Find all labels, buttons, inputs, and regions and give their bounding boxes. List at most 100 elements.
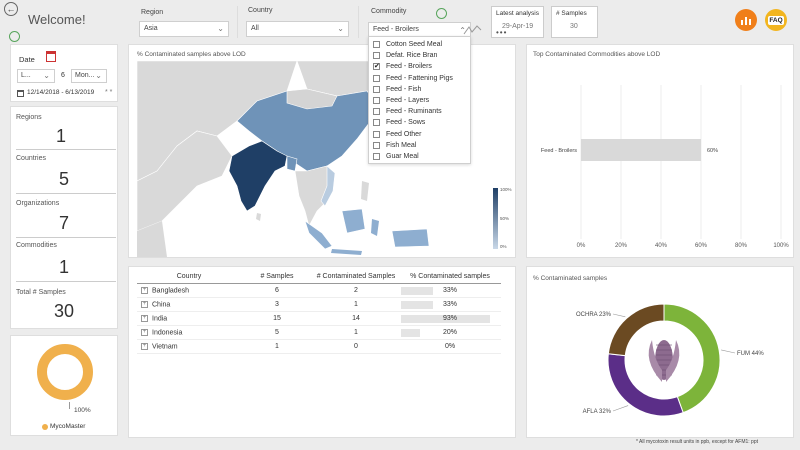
calendar-small-icon: [17, 90, 24, 97]
cell-country: + India: [137, 312, 241, 326]
commodity-option[interactable]: Guar Meal: [369, 151, 470, 162]
commodity-option[interactable]: Feed - Fish: [369, 84, 470, 95]
report-button[interactable]: [735, 9, 757, 31]
samples-value: 30: [570, 23, 578, 30]
chevron-down-icon: ⌄: [95, 71, 102, 80]
x-tick-label: 60%: [695, 243, 708, 249]
kpi-regions-label: Regions: [16, 114, 42, 121]
pct-databar: [401, 287, 433, 295]
data-label: 60%: [707, 148, 718, 154]
col-samples[interactable]: # Samples: [241, 270, 313, 284]
commodity-option[interactable]: Feed - Ruminants: [369, 106, 470, 117]
commodity-option[interactable]: Feed - Fattening Pigs: [369, 73, 470, 84]
col-pct[interactable]: % Contaminated samples: [399, 270, 501, 284]
country-table-panel: Country # Samples # Contaminated Samples…: [128, 266, 516, 438]
checkbox-icon[interactable]: [373, 52, 380, 60]
date-period-select[interactable]: L... ⌄: [17, 69, 55, 83]
pct-databar: [401, 315, 491, 323]
col-contaminated[interactable]: # Contaminated Samples: [313, 270, 399, 284]
expand-icon[interactable]: +: [141, 286, 148, 294]
divider: [237, 6, 238, 38]
contaminated-donut-chart: FUM 44% AFLA 32% OCHRA 23%: [576, 303, 764, 417]
gauge-donut: [37, 344, 93, 400]
divider: [16, 281, 116, 282]
info-icon[interactable]: [436, 8, 447, 19]
gauge-legend-label: MycoMaster: [50, 423, 86, 430]
map-philippines: [361, 181, 369, 201]
country-name: Vietnam: [152, 343, 178, 351]
checkbox-icon[interactable]: [373, 119, 380, 127]
more-options-icon[interactable]: •••: [496, 28, 508, 37]
expand-icon[interactable]: +: [141, 300, 148, 308]
table-row[interactable]: + Indonesia 5 1 20%: [137, 326, 501, 340]
table-row[interactable]: + India 15 14 93%: [137, 312, 501, 326]
country-name: Indonesia: [152, 329, 183, 337]
map-vietnam: [320, 165, 336, 207]
kpi-organizations-label: Organizations: [16, 200, 60, 207]
commodity-option-label: Cotton Seed Meal: [386, 41, 443, 49]
commodity-option-label: Feed - Broilers: [386, 63, 432, 71]
commodity-option[interactable]: Feed - Layers: [369, 95, 470, 106]
page-title: Welcome!: [28, 12, 86, 27]
checkbox-icon[interactable]: [373, 85, 380, 93]
commodity-option-label: Feed - Fattening Pigs: [386, 74, 453, 82]
cell-contaminated: 1: [354, 329, 358, 336]
table-row[interactable]: + China 3 1 33%: [137, 298, 501, 312]
checkbox-icon[interactable]: [373, 152, 380, 160]
region-select[interactable]: Asia ⌄: [139, 21, 229, 37]
date-unit-select[interactable]: Mon... ⌄: [71, 69, 107, 83]
country-select-value: All: [251, 25, 259, 32]
checkbox-icon[interactable]: [373, 141, 380, 149]
cell-pct: 33%: [399, 284, 501, 298]
map-indonesia-papua: [391, 228, 430, 248]
samples-card: # Samples 30: [551, 6, 598, 38]
corn-icon: [648, 340, 680, 382]
commodity-dropdown[interactable]: Cotton Seed Meal Defat. Rice Bran ✔ Feed - …: [368, 36, 471, 164]
table-row[interactable]: + Bangladesh 6 2 33%: [137, 284, 501, 298]
back-button[interactable]: ←: [4, 2, 18, 16]
faq-button[interactable]: FAQ: [765, 9, 787, 31]
date-count[interactable]: 6: [61, 72, 65, 79]
checkbox-checked-icon[interactable]: ✔: [373, 63, 380, 71]
checkbox-icon[interactable]: [373, 41, 380, 49]
donut-slice-fum[interactable]: [663, 303, 721, 414]
table-row[interactable]: + Vietnam 1 0 0%: [137, 340, 501, 354]
kpi-countries-label: Countries: [16, 155, 46, 162]
cell-contaminated: 1: [354, 301, 358, 308]
donut-slice-ochra[interactable]: [607, 303, 665, 357]
commodity-option-label: Fish Meal: [386, 141, 417, 149]
calendar-icon[interactable]: [46, 51, 56, 62]
kpi-total-samples-value: 30: [53, 301, 75, 321]
country-name: China: [152, 301, 171, 309]
commodity-option-label: Feed Other: [386, 130, 422, 138]
checkbox-icon[interactable]: [373, 97, 380, 105]
chevron-down-icon: ⌄: [337, 24, 344, 33]
commodity-option[interactable]: Defat. Rice Bran: [369, 50, 470, 61]
info-icon[interactable]: [9, 31, 20, 42]
checkbox-icon[interactable]: [373, 130, 380, 138]
date-range: 12/14/2018 - 6/13/2019: [27, 89, 95, 96]
bar[interactable]: [581, 139, 701, 161]
x-tick-label: 20%: [615, 243, 628, 249]
cell-country: + Vietnam: [137, 340, 241, 354]
commodity-option[interactable]: Feed Other: [369, 129, 470, 140]
commodity-option[interactable]: Cotton Seed Meal: [369, 39, 470, 50]
map-land-africa: [137, 221, 167, 257]
col-country[interactable]: Country: [137, 270, 241, 284]
commodity-option[interactable]: ✔ Feed - Broilers: [369, 61, 470, 72]
expand-icon[interactable]: +: [141, 342, 148, 350]
pct-databar: [401, 301, 433, 309]
commodity-option[interactable]: Fish Meal: [369, 140, 470, 151]
checkbox-icon[interactable]: [373, 108, 380, 116]
checkbox-icon[interactable]: [373, 74, 380, 82]
leader-line: [612, 405, 629, 412]
cell-country: + Bangladesh: [137, 284, 241, 298]
map-indonesia-sumatra: [304, 220, 333, 250]
divider: [16, 149, 116, 150]
commodity-option[interactable]: Feed - Sows: [369, 117, 470, 128]
date-label: Date: [19, 55, 35, 64]
country-select[interactable]: All ⌄: [246, 21, 349, 37]
expand-icon[interactable]: +: [141, 314, 148, 322]
expand-icon[interactable]: +: [141, 328, 148, 336]
kpi-countries-value: 5: [58, 169, 69, 189]
